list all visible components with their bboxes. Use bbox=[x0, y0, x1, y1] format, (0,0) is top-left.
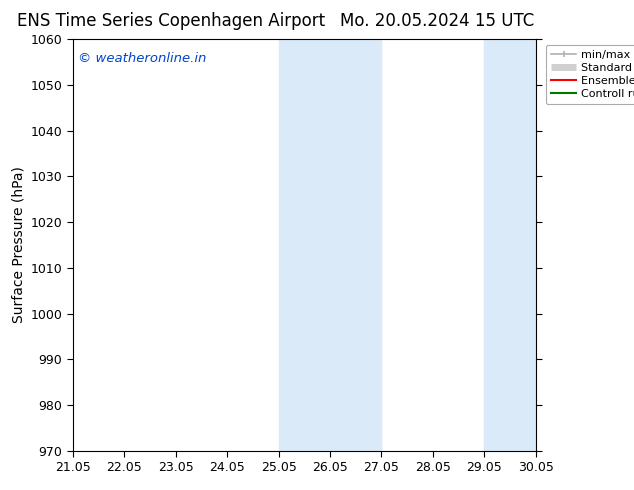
Y-axis label: Surface Pressure (hPa): Surface Pressure (hPa) bbox=[11, 167, 25, 323]
Bar bbox=[278, 39, 382, 451]
Text: Mo. 20.05.2024 15 UTC: Mo. 20.05.2024 15 UTC bbox=[340, 12, 534, 30]
Bar bbox=[484, 39, 536, 451]
Text: © weatheronline.in: © weatheronline.in bbox=[77, 51, 206, 65]
Legend: min/max, Standard deviation, Ensemble mean run, Controll run: min/max, Standard deviation, Ensemble me… bbox=[546, 45, 634, 104]
Text: ENS Time Series Copenhagen Airport: ENS Time Series Copenhagen Airport bbox=[17, 12, 325, 30]
